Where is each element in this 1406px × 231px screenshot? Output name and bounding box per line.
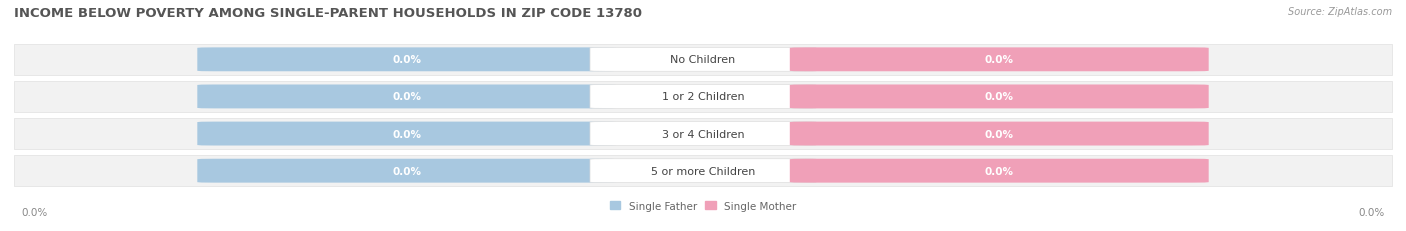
FancyBboxPatch shape bbox=[591, 85, 815, 109]
FancyBboxPatch shape bbox=[197, 48, 616, 72]
Text: No Children: No Children bbox=[671, 55, 735, 65]
FancyBboxPatch shape bbox=[790, 48, 1209, 72]
Text: 1 or 2 Children: 1 or 2 Children bbox=[662, 92, 744, 102]
FancyBboxPatch shape bbox=[591, 122, 815, 146]
FancyBboxPatch shape bbox=[790, 122, 1209, 146]
Text: 0.0%: 0.0% bbox=[984, 129, 1014, 139]
Text: Source: ZipAtlas.com: Source: ZipAtlas.com bbox=[1288, 7, 1392, 17]
FancyBboxPatch shape bbox=[14, 82, 1392, 112]
Text: 0.0%: 0.0% bbox=[984, 92, 1014, 102]
Text: 0.0%: 0.0% bbox=[984, 166, 1014, 176]
FancyBboxPatch shape bbox=[14, 45, 1392, 76]
Text: 0.0%: 0.0% bbox=[392, 92, 422, 102]
Text: INCOME BELOW POVERTY AMONG SINGLE-PARENT HOUSEHOLDS IN ZIP CODE 13780: INCOME BELOW POVERTY AMONG SINGLE-PARENT… bbox=[14, 7, 643, 20]
FancyBboxPatch shape bbox=[591, 48, 815, 72]
FancyBboxPatch shape bbox=[197, 85, 616, 109]
Text: 0.0%: 0.0% bbox=[21, 207, 48, 217]
Text: 5 or more Children: 5 or more Children bbox=[651, 166, 755, 176]
FancyBboxPatch shape bbox=[591, 159, 815, 183]
FancyBboxPatch shape bbox=[197, 159, 616, 183]
FancyBboxPatch shape bbox=[197, 122, 616, 146]
Text: 0.0%: 0.0% bbox=[392, 166, 422, 176]
FancyBboxPatch shape bbox=[790, 159, 1209, 183]
Text: 3 or 4 Children: 3 or 4 Children bbox=[662, 129, 744, 139]
Text: 0.0%: 0.0% bbox=[1358, 207, 1385, 217]
FancyBboxPatch shape bbox=[790, 85, 1209, 109]
Text: 0.0%: 0.0% bbox=[392, 129, 422, 139]
Text: 0.0%: 0.0% bbox=[984, 55, 1014, 65]
FancyBboxPatch shape bbox=[14, 155, 1392, 186]
Text: 0.0%: 0.0% bbox=[392, 55, 422, 65]
Legend: Single Father, Single Mother: Single Father, Single Mother bbox=[610, 201, 796, 211]
FancyBboxPatch shape bbox=[14, 119, 1392, 149]
